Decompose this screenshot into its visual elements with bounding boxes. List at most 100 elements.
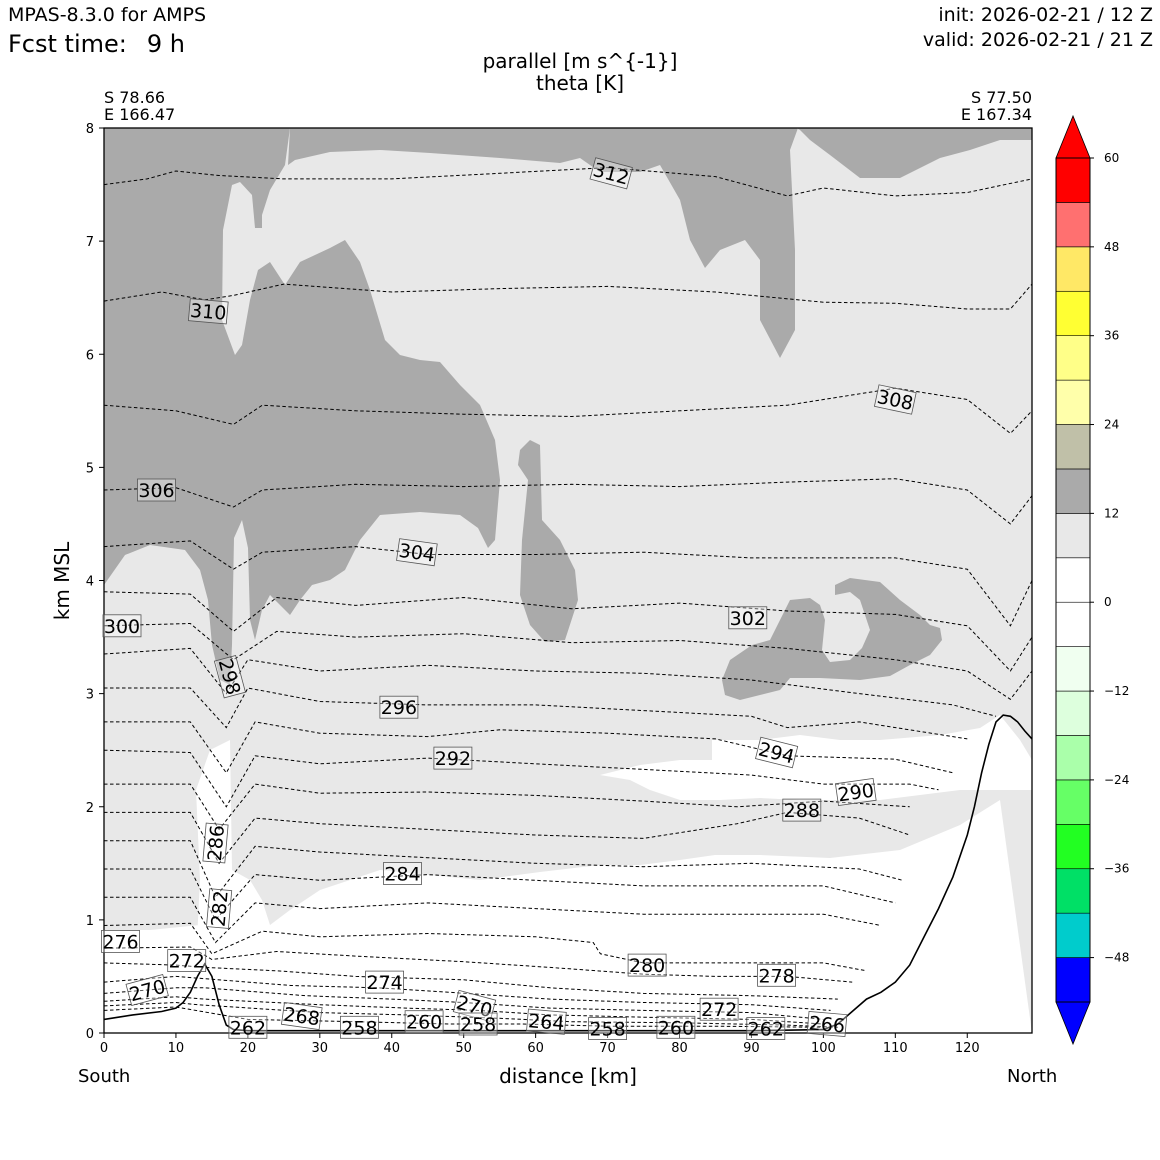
theta-label-text: 258 xyxy=(589,1019,625,1041)
contour-labels: 3123103083063043023002982962942922902882… xyxy=(101,157,917,1041)
x-tick-label: 40 xyxy=(383,1041,400,1056)
theta-label: 276 xyxy=(101,930,140,953)
colorbar-tick-label: −36 xyxy=(1104,862,1129,876)
theta-label: 260 xyxy=(656,1015,696,1039)
y-tick-label: 8 xyxy=(86,122,94,137)
theta-label-box xyxy=(757,963,796,987)
theta-contour-270 xyxy=(104,996,824,1025)
theta-label-box xyxy=(699,997,739,1021)
theta-contour-304 xyxy=(104,540,1032,627)
theta-label-text: 260 xyxy=(406,1012,442,1034)
theta-label-box xyxy=(782,798,822,822)
theta-label-box xyxy=(526,1008,567,1035)
y-axis: 0 1 2 3 4 5 6 7 8 xyxy=(86,122,104,1042)
x-tick-label: 10 xyxy=(168,1041,185,1056)
theta-contour-312 xyxy=(104,167,1032,197)
x-tick-label: 70 xyxy=(599,1041,616,1056)
x-tick-label: 60 xyxy=(527,1041,544,1056)
theta-label: 286 xyxy=(202,822,229,864)
theta-label-box xyxy=(728,606,768,630)
x-tick-label: 120 xyxy=(955,1041,980,1056)
theta-contour-310 xyxy=(104,283,1032,310)
theta-label-box xyxy=(102,614,142,638)
x-tick-label: 100 xyxy=(811,1041,836,1056)
x-tick-label: 110 xyxy=(883,1041,908,1056)
theta-label: 264 xyxy=(526,1008,567,1035)
valid-time: valid: 2026-02-21 / 21 Z xyxy=(922,29,1153,51)
theta-label-box xyxy=(755,736,799,769)
colorbar-segment xyxy=(1055,646,1091,692)
x-tick-label: 30 xyxy=(312,1041,329,1056)
theta-label-box xyxy=(228,1015,268,1039)
theta-label: 296 xyxy=(379,695,419,719)
wind-fill-12-18 xyxy=(104,128,500,685)
theta-contour-302 xyxy=(104,591,1032,672)
direction-north: North xyxy=(1007,1066,1058,1087)
theta-label-box xyxy=(656,1015,696,1039)
theta-label-box xyxy=(206,888,233,929)
x-tick-label: 20 xyxy=(240,1041,257,1056)
wind-fill-0-6 xyxy=(104,740,1032,1033)
theta-contour-266 xyxy=(104,1006,824,1028)
theta-label-text: 290 xyxy=(836,780,875,807)
colorbar-tick-label: 36 xyxy=(1104,329,1119,343)
end-latitude: S 77.50 xyxy=(970,88,1032,107)
colorbar-tick-label: −12 xyxy=(1104,684,1129,698)
theta-contour-274 xyxy=(104,975,831,1011)
theta-label: 262 xyxy=(228,1015,268,1039)
colorbar-segment xyxy=(1055,335,1091,381)
theta-label-text: 282 xyxy=(208,890,233,928)
theta-label: 280 xyxy=(627,953,667,977)
colorbar-segment xyxy=(1055,157,1091,203)
theta-contour-294 xyxy=(104,721,954,774)
x-axis-label: distance [km] xyxy=(499,1064,637,1088)
colorbar-tick-label: 0 xyxy=(1104,595,1112,609)
end-longitude: E 167.34 xyxy=(960,105,1032,124)
colorbar-extend-low xyxy=(1055,1001,1091,1046)
colorbar-tick-label: −24 xyxy=(1104,773,1129,787)
theta-label-box xyxy=(746,1017,786,1040)
colorbar-segment xyxy=(1055,557,1091,603)
theta-label: 304 xyxy=(396,538,438,567)
theta-label-box xyxy=(365,970,405,994)
theta-label-text: 288 xyxy=(784,800,820,822)
theta-contour-268 xyxy=(104,1001,838,1028)
theta-label: 306 xyxy=(137,478,176,502)
terrain-line xyxy=(104,714,1032,1032)
theta-label-box xyxy=(101,930,140,953)
theta-label-text: 292 xyxy=(435,748,471,770)
theta-label-text: 268 xyxy=(282,1004,321,1031)
colorbar-segment xyxy=(1055,290,1091,336)
theta-label: 258 xyxy=(339,1015,379,1039)
theta-label: 268 xyxy=(281,1002,323,1031)
forecast-time-value: 9 h xyxy=(146,30,185,58)
y-tick-label: 1 xyxy=(86,914,94,929)
theta-label-box xyxy=(806,1010,848,1038)
theta-label: 272 xyxy=(699,997,739,1021)
x-tick-label: 80 xyxy=(671,1041,688,1056)
colorbar-segment xyxy=(1055,513,1091,559)
theta-contour-288 xyxy=(104,811,910,865)
theta-contour-298 xyxy=(104,647,997,717)
theta-label: 288 xyxy=(782,798,822,822)
theta-contour-280 xyxy=(104,922,867,972)
y-tick-label: 2 xyxy=(86,801,94,816)
chart-title-wind: parallel [m s^{-1}] xyxy=(482,49,678,73)
theta-label-text: 258 xyxy=(460,1014,496,1036)
forecast-time-label: Fcst time: xyxy=(8,30,127,58)
theta-label-text: 266 xyxy=(808,1012,846,1037)
theta-label: 262 xyxy=(746,1017,786,1041)
theta-label-text: 274 xyxy=(366,972,402,994)
wind-fill-12-18 xyxy=(722,578,942,700)
colorbar-segment xyxy=(1055,868,1091,914)
theta-label-box xyxy=(125,973,169,1007)
theta-contour-278 xyxy=(104,946,853,983)
colorbar-extend-high xyxy=(1055,114,1091,159)
colorbar-segment xyxy=(1055,912,1091,958)
theta-contour-276 xyxy=(104,962,838,1000)
theta-contour-290 xyxy=(104,783,910,831)
theta-label-box xyxy=(589,157,633,190)
theta-label-box xyxy=(383,862,422,885)
theta-label: 266 xyxy=(806,1010,848,1038)
